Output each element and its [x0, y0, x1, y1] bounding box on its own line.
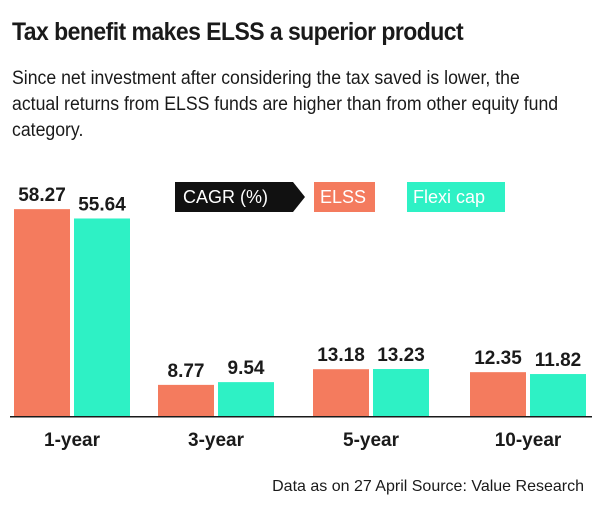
- value-labels-group: 58.27 55.64 8.77 9.54 13.18 13.23 12.35 11.82: [18, 185, 581, 382]
- bar-elss-3-year: [158, 384, 214, 416]
- value-label-flexi-cap-3-year: 9.54: [228, 358, 265, 379]
- category-label-5-year: 5-year: [343, 430, 400, 451]
- chart-title: Tax benefit makes ELSS a superior produc…: [12, 18, 464, 46]
- value-label-elss-1-year: 58.27: [18, 185, 66, 206]
- value-label-elss-10-year: 12.35: [474, 348, 522, 369]
- bar-flexi-cap-3-year: [218, 382, 274, 416]
- category-label-3-year: 3-year: [188, 430, 245, 451]
- bar-elss-1-year: [14, 209, 70, 416]
- bar-elss-5-year: [313, 369, 369, 416]
- value-label-flexi-cap-10-year: 11.82: [535, 350, 582, 371]
- category-label-10-year: 10-year: [495, 430, 562, 451]
- legend-metric-label: CAGR (%): [175, 182, 305, 212]
- category-label-1-year: 1-year: [44, 430, 101, 451]
- chart-subtitle: Since net investment after considering t…: [12, 68, 559, 141]
- bar-elss-10-year: [470, 372, 526, 416]
- bar-flexi-cap-5-year: [373, 369, 429, 416]
- legend-flexi-cap: Flexi cap: [407, 182, 505, 212]
- value-label-flexi-cap-5-year: 13.23: [377, 345, 425, 366]
- legend-elss: ELSS: [314, 182, 375, 212]
- bars-group: [14, 209, 586, 416]
- category-labels-group: 1-year 3-year 5-year 10-year: [44, 430, 562, 451]
- value-label-elss-5-year: 13.18: [317, 345, 365, 366]
- source-note: Data as on 27 April Source: Value Resear…: [272, 478, 584, 495]
- bar-flexi-cap-10-year: [530, 374, 586, 416]
- value-label-flexi-cap-1-year: 55.64: [78, 194, 126, 215]
- bar-flexi-cap-1-year: [74, 218, 130, 416]
- value-label-elss-3-year: 8.77: [168, 361, 205, 382]
